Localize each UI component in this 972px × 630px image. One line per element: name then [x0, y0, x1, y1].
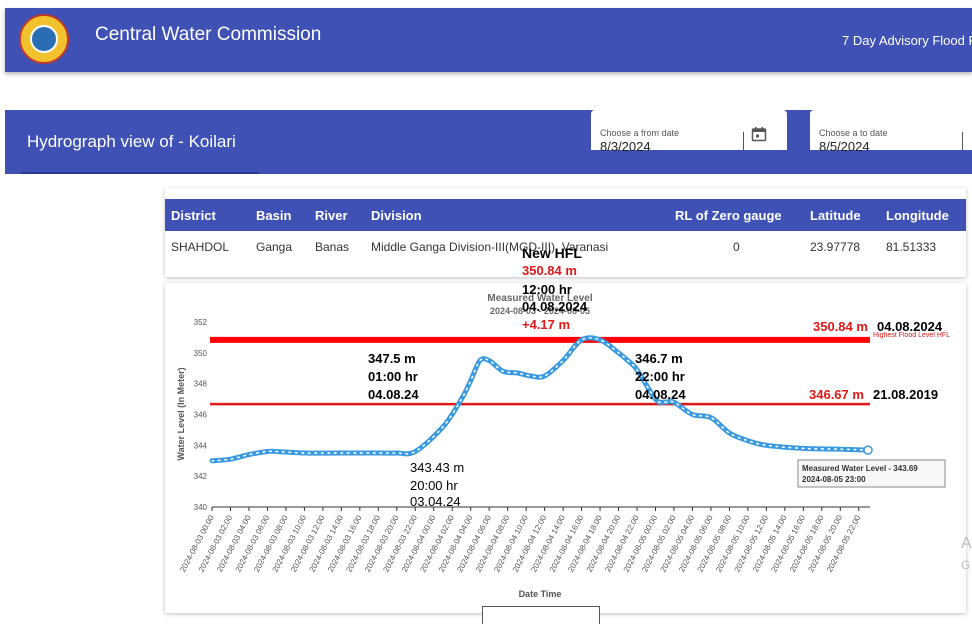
from-date-input[interactable]: 8/3/2024 [600, 139, 651, 154]
cwc-logo [19, 14, 69, 64]
hydrograph-header-bar: Hydrograph view of - Koilari Choose a fr… [5, 110, 972, 174]
to-date-label: Choose a to date [819, 128, 888, 138]
col-rl-zero-gauge: RL of Zero gauge [675, 208, 782, 223]
to-date-separator [962, 132, 963, 150]
cell-basin: Ganga [256, 240, 293, 254]
table-header-row: District Basin River Division RL of Zero… [165, 199, 966, 231]
calendar-icon[interactable] [751, 126, 767, 142]
cell-river: Banas [315, 240, 350, 254]
to-date-picker[interactable]: Choose a to date 8/5/2024 [810, 110, 972, 154]
to-date-input[interactable]: 8/5/2024 [819, 139, 870, 154]
chart-select-box[interactable] [482, 606, 600, 624]
col-division: Division [371, 208, 422, 223]
hydrograph-title: Hydrograph view of - Koilari [27, 132, 236, 151]
cell-district: SHAHDOL [171, 240, 230, 254]
top-app-bar: Central Water Commission 7 Day Advisory … [5, 8, 972, 72]
col-longitude: Longitude [886, 208, 949, 223]
col-basin: Basin [256, 208, 292, 223]
station-details-card: District Basin River Division RL of Zero… [165, 188, 966, 277]
col-latitude: Latitude [810, 208, 861, 223]
title-underline [21, 172, 259, 174]
faded-text-g: G [961, 558, 971, 572]
cell-latitude: 23.97778 [810, 240, 861, 254]
advisory-flood-link[interactable]: 7 Day Advisory Flood F [842, 33, 972, 48]
col-district: District [171, 208, 216, 223]
cell-rl-zero-gauge: 0 [733, 240, 740, 254]
faded-text-a: A [961, 535, 972, 552]
from-date-picker[interactable]: Choose a from date 8/3/2024 [591, 110, 787, 154]
from-date-separator [743, 132, 744, 150]
cell-division: Middle Ganga Division-III(MGD-III), Vara… [371, 240, 609, 254]
cell-longitude: 81.51333 [886, 240, 937, 254]
col-river: River [315, 208, 348, 223]
hydrograph-chart-card [165, 283, 966, 613]
from-date-label: Choose a from date [600, 128, 680, 138]
app-title: Central Water Commission [95, 24, 322, 45]
